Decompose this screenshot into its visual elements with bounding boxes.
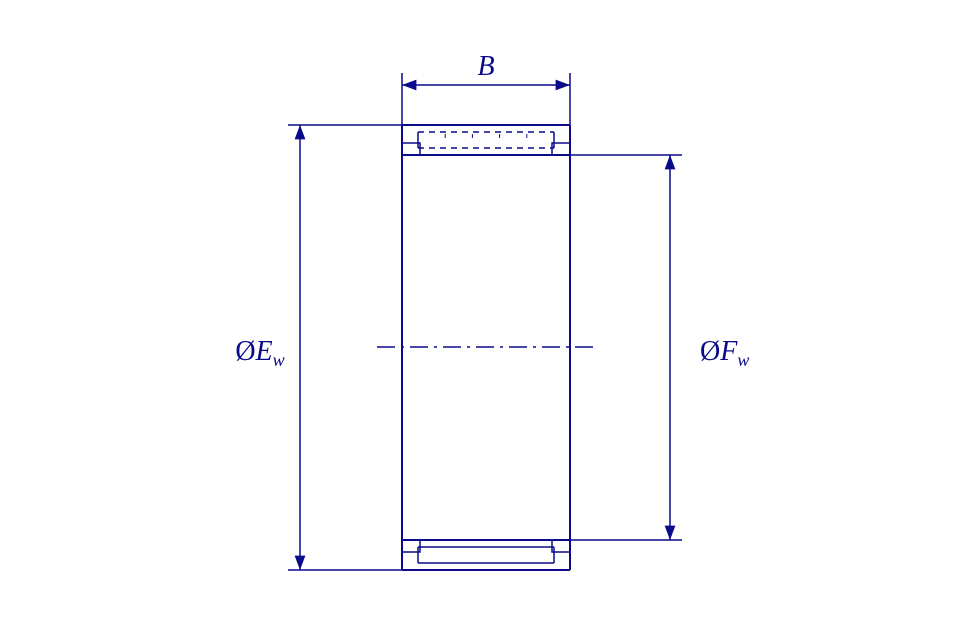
bearing-diagram: B ØEw ØFw	[0, 0, 964, 644]
dim-e-label: ØEw	[235, 336, 284, 370]
dim-b-label: B	[477, 51, 494, 82]
dim-f-label: ØFw	[700, 336, 749, 370]
